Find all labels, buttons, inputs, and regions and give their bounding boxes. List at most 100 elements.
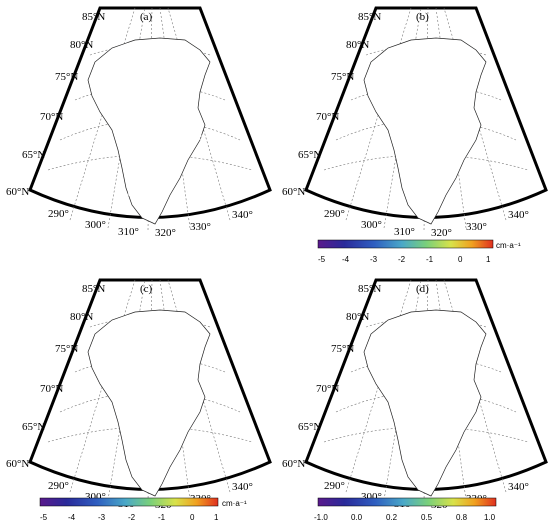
svg-text:cm·a⁻¹: cm·a⁻¹ bbox=[222, 499, 247, 508]
svg-text:0.2: 0.2 bbox=[386, 513, 398, 522]
svg-text:1: 1 bbox=[486, 255, 491, 264]
svg-text:80°N: 80°N bbox=[346, 311, 369, 323]
svg-text:-3: -3 bbox=[98, 513, 106, 522]
svg-text:75°N: 75°N bbox=[55, 71, 78, 83]
svg-text:75°N: 75°N bbox=[331, 71, 354, 83]
svg-text:0.0: 0.0 bbox=[351, 513, 363, 522]
basin-label: 2.1 bbox=[162, 88, 171, 94]
svg-text:1: 1 bbox=[214, 513, 219, 522]
basin-label: 3.3 bbox=[172, 144, 181, 150]
svg-text:0.8: 0.8 bbox=[456, 513, 468, 522]
svg-text:cm·a⁻¹: cm·a⁻¹ bbox=[496, 241, 521, 250]
basin-label: 2.2 bbox=[182, 84, 191, 90]
panel-label: (d) bbox=[416, 283, 429, 295]
svg-text:340°: 340° bbox=[232, 209, 253, 221]
panel-label: (a) bbox=[140, 11, 153, 23]
svg-text:-1: -1 bbox=[158, 513, 166, 522]
svg-text:340°: 340° bbox=[232, 481, 253, 493]
svg-text:60°N: 60°N bbox=[6, 186, 29, 198]
basin-label: 7.1 bbox=[150, 141, 159, 147]
colorbar-d: -1.0 0.0 0.2 0.5 0.8 1.0 bbox=[314, 497, 497, 522]
svg-text:290°: 290° bbox=[324, 480, 345, 492]
svg-text:0: 0 bbox=[458, 255, 463, 264]
svg-text:290°: 290° bbox=[48, 480, 69, 492]
svg-text:70°N: 70°N bbox=[40, 383, 63, 395]
basin-label: 1.2 bbox=[140, 58, 149, 64]
basin-label: 7.2 bbox=[138, 128, 147, 134]
lat-labels: 85°N 80°N 75°N 70°N 65°N 60°N bbox=[6, 11, 105, 198]
basin-label: 3.2 bbox=[195, 136, 204, 142]
panel-c: (c) 85°N 80°N 75°N 70°N 65°N 60°N 290° 3… bbox=[6, 278, 272, 522]
greenland-coastline bbox=[363, 37, 487, 225]
svg-text:-3: -3 bbox=[370, 255, 378, 264]
svg-text:290°: 290° bbox=[324, 208, 345, 220]
map-frame bbox=[28, 6, 272, 219]
basin-label: 4.2 bbox=[156, 186, 165, 192]
svg-text:60°N: 60°N bbox=[282, 186, 305, 198]
lon-labels: 290° 300° 310° 320° 330° 340° bbox=[324, 208, 529, 239]
svg-text:70°N: 70°N bbox=[40, 111, 63, 123]
basin-label: 3.1 bbox=[172, 118, 181, 124]
panel-a: 1.1 1.2 1.3 1.4 2.1 2.2 3.1 3.2 3.3 4.1 … bbox=[6, 6, 272, 239]
svg-text:85°N: 85°N bbox=[82, 283, 105, 295]
svg-text:-4: -4 bbox=[342, 255, 350, 264]
svg-text:-5: -5 bbox=[318, 255, 326, 264]
basin-label: 5.1 bbox=[146, 204, 155, 210]
svg-text:85°N: 85°N bbox=[358, 11, 381, 23]
svg-text:70°N: 70°N bbox=[316, 383, 339, 395]
svg-text:85°N: 85°N bbox=[358, 283, 381, 295]
svg-text:320°: 320° bbox=[431, 227, 452, 239]
svg-text:65°N: 65°N bbox=[22, 421, 45, 433]
svg-text:60°N: 60°N bbox=[6, 458, 29, 470]
svg-text:-2: -2 bbox=[128, 513, 136, 522]
svg-text:0: 0 bbox=[190, 513, 195, 522]
svg-text:-4: -4 bbox=[68, 513, 76, 522]
panel-b: (b) 85°N 80°N 75°N 70°N 65°N 60°N 290° 3… bbox=[282, 6, 548, 264]
svg-text:85°N: 85°N bbox=[82, 11, 105, 23]
svg-text:330°: 330° bbox=[190, 221, 211, 233]
map-frame bbox=[28, 278, 272, 491]
colorbar-b: -5 -4 -3 -2 -1 0 1 cm·a⁻¹ bbox=[317, 239, 521, 264]
basin-label: 8.1 bbox=[128, 101, 137, 107]
basin-label: 6.1 bbox=[128, 192, 137, 198]
lat-labels: 85°N 80°N 75°N 70°N 65°N 60°N bbox=[282, 283, 381, 470]
map-frame bbox=[304, 278, 548, 491]
lon-labels: 290° 300° 310° 320° 330° 340° bbox=[48, 208, 253, 239]
svg-text:-2: -2 bbox=[398, 255, 406, 264]
svg-text:65°N: 65°N bbox=[22, 149, 45, 161]
svg-text:-1.0: -1.0 bbox=[314, 513, 328, 522]
svg-text:330°: 330° bbox=[466, 221, 487, 233]
svg-text:65°N: 65°N bbox=[298, 149, 321, 161]
svg-text:75°N: 75°N bbox=[55, 343, 78, 355]
svg-text:75°N: 75°N bbox=[331, 343, 354, 355]
basin-label: 1.4 bbox=[170, 58, 179, 64]
basin-label: 8.2 bbox=[100, 76, 109, 82]
greenland-coastline bbox=[87, 37, 211, 225]
svg-text:0.5: 0.5 bbox=[421, 513, 433, 522]
basin-label: 4.3 bbox=[146, 176, 155, 182]
svg-text:60°N: 60°N bbox=[282, 458, 305, 470]
panel-label: (b) bbox=[416, 11, 429, 23]
panel-label: (c) bbox=[140, 283, 153, 295]
colorbar-c: -5 -4 -3 -2 -1 0 1 cm·a⁻¹ bbox=[39, 497, 247, 522]
basin-label: 1.1 bbox=[125, 68, 134, 74]
lat-labels: 85°N 80°N 75°N 70°N 65°N 60°N bbox=[282, 11, 381, 198]
greenland-coastline bbox=[87, 309, 211, 497]
svg-text:1.0: 1.0 bbox=[484, 513, 496, 522]
svg-text:65°N: 65°N bbox=[298, 421, 321, 433]
svg-text:320°: 320° bbox=[155, 227, 176, 239]
svg-text:310°: 310° bbox=[118, 226, 139, 238]
svg-text:70°N: 70°N bbox=[316, 111, 339, 123]
map-frame bbox=[304, 6, 548, 219]
panel-d: (d) 85°N 80°N 75°N 70°N 65°N 60°N 290° 3… bbox=[282, 278, 548, 522]
svg-text:300°: 300° bbox=[361, 219, 382, 231]
svg-text:290°: 290° bbox=[48, 208, 69, 220]
svg-text:300°: 300° bbox=[85, 219, 106, 231]
svg-text:80°N: 80°N bbox=[346, 39, 369, 51]
svg-text:340°: 340° bbox=[508, 481, 529, 493]
svg-text:-1: -1 bbox=[426, 255, 434, 264]
basin-label: 6.2 bbox=[132, 166, 141, 172]
basin-label: 4.1 bbox=[157, 162, 166, 168]
svg-text:80°N: 80°N bbox=[70, 311, 93, 323]
